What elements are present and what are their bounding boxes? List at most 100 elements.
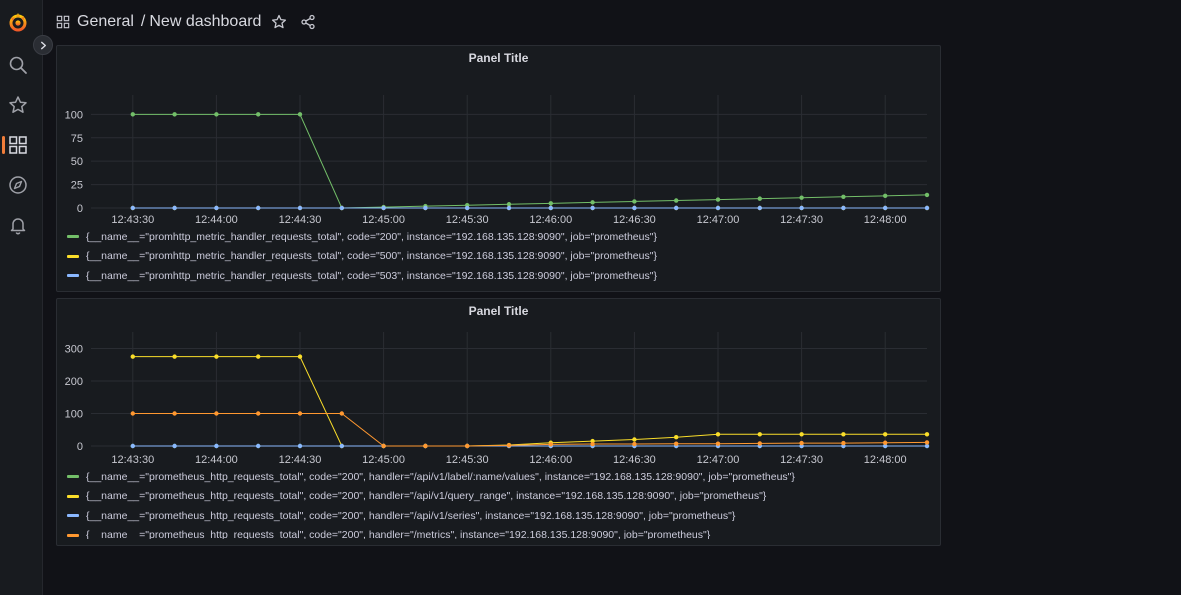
data-point [506, 202, 512, 207]
data-point [172, 354, 177, 359]
data-point [214, 112, 219, 117]
data-point [674, 198, 679, 203]
x-tick-label: 12:44:00 [195, 454, 238, 466]
data-point [674, 441, 679, 446]
alerting-icon[interactable] [8, 215, 28, 235]
data-point [548, 442, 553, 447]
y-tick-label: 75 [71, 133, 83, 145]
data-point [381, 205, 386, 211]
y-tick-label: 200 [65, 376, 83, 388]
data-point [297, 112, 303, 117]
data-point [506, 443, 512, 448]
data-point [841, 205, 846, 211]
data-point [297, 411, 303, 416]
x-tick-label: 12:45:30 [446, 214, 489, 226]
x-tick-label: 12:48:00 [864, 214, 907, 226]
data-point [674, 205, 679, 211]
data-point [381, 443, 386, 449]
data-point [632, 441, 637, 447]
legend-item[interactable]: {__name__="prometheus_http_requests_tota… [67, 506, 795, 526]
sidebar [0, 0, 43, 595]
x-tick-label: 12:47:00 [697, 214, 740, 226]
data-point [841, 432, 846, 437]
data-point [632, 437, 637, 442]
legend-item[interactable]: {__name__="prometheus_http_requests_tota… [67, 467, 795, 487]
data-point [172, 112, 177, 117]
timeseries-chart-2[interactable]: 0 100 200 300 12:43:30 12:44:00 12:44:30 12:45:… [57, 331, 940, 467]
data-point [883, 193, 888, 199]
breadcrumb-separator: / [140, 13, 146, 30]
breadcrumb-folder[interactable]: General [77, 13, 134, 30]
panel-title[interactable]: Panel Title [468, 51, 529, 65]
y-tick-label: 100 [65, 109, 83, 121]
panel-title[interactable]: Panel Title [468, 304, 529, 318]
explore-icon[interactable] [8, 175, 28, 195]
data-point [757, 441, 762, 446]
panel-2: Panel Title 0 100 200 300 12:43:30 12:44:00 12… [56, 298, 941, 546]
data-point [256, 411, 261, 416]
panel-1: Panel Title 0 25 50 75 100 12:43:30 12:44:00 12… [56, 45, 941, 292]
data-point [339, 443, 344, 449]
legend-label: {__name__="prometheus_http_requests_tota… [86, 490, 767, 503]
data-point [465, 205, 470, 211]
data-point [297, 443, 303, 449]
legend-item[interactable]: {__name__="promhttp_metric_handler_reque… [67, 227, 657, 247]
legend-label: {__name__="prometheus_http_requests_tota… [86, 529, 711, 539]
legend-label: {__name__="prometheus_http_requests_tota… [86, 509, 736, 522]
active-indicator [2, 136, 5, 154]
data-point [883, 440, 888, 445]
data-point [339, 205, 344, 211]
data-point [841, 194, 846, 199]
x-tick-label: 12:46:00 [529, 454, 572, 466]
legend-label: {__name__="prometheus_http_requests_tota… [86, 470, 795, 483]
data-point [214, 443, 219, 449]
grafana-logo-icon[interactable] [8, 12, 28, 32]
x-tick-label: 12:44:30 [279, 454, 322, 466]
legend-swatch [67, 254, 79, 258]
timeseries-chart-1[interactable]: 0 25 50 75 100 12:43:30 12:44:00 12:44:30 12:45:… [57, 80, 940, 232]
x-tick-label: 12:43:30 [111, 214, 154, 226]
legend-item[interactable]: {__name__="promhttp_metric_handler_reque… [67, 247, 657, 267]
data-point [715, 197, 721, 202]
dashboards-icon[interactable] [8, 135, 28, 155]
y-tick-label: 0 [77, 441, 83, 453]
legend-label: {__name__="promhttp_metric_handler_reque… [86, 250, 657, 263]
x-tick-label: 12:44:30 [279, 214, 322, 226]
data-point [924, 205, 930, 211]
dashboards-grid-icon [56, 15, 70, 29]
legend-item[interactable]: {__name__="prometheus_http_requests_tota… [67, 526, 795, 539]
breadcrumb-dashboard-title[interactable]: New dashboard [149, 13, 262, 30]
legend-item[interactable]: {__name__="promhttp_metric_handler_reque… [67, 266, 657, 286]
data-point [674, 435, 679, 440]
share-icon[interactable] [300, 14, 316, 30]
star-icon[interactable] [8, 95, 28, 115]
data-point [632, 199, 637, 204]
y-tick-label: 25 [71, 180, 83, 192]
data-point [715, 205, 721, 211]
search-icon[interactable] [8, 55, 28, 75]
data-point [130, 205, 135, 211]
data-point [757, 196, 762, 201]
data-point [841, 440, 846, 446]
expand-menu-button[interactable] [33, 35, 53, 55]
breadcrumb: General / New dashboard [56, 10, 316, 34]
legend-swatch [67, 533, 79, 537]
x-tick-label: 12:45:00 [362, 214, 405, 226]
data-point [297, 205, 303, 211]
data-point [214, 205, 219, 211]
data-point [715, 432, 721, 437]
data-point [506, 205, 512, 211]
data-point [924, 432, 930, 437]
data-point [172, 443, 177, 449]
star-icon[interactable] [271, 14, 287, 30]
data-point [130, 411, 135, 416]
data-point [590, 205, 595, 211]
legend-swatch [67, 235, 79, 239]
y-tick-label: 0 [77, 203, 83, 215]
data-point [924, 192, 930, 198]
legend-item[interactable]: {__name__="prometheus_http_requests_tota… [67, 487, 795, 507]
x-tick-label: 12:43:30 [111, 454, 154, 466]
data-point [172, 411, 177, 416]
legend-1: {__name__="promhttp_metric_handler_reque… [67, 227, 657, 286]
data-point [172, 205, 177, 211]
